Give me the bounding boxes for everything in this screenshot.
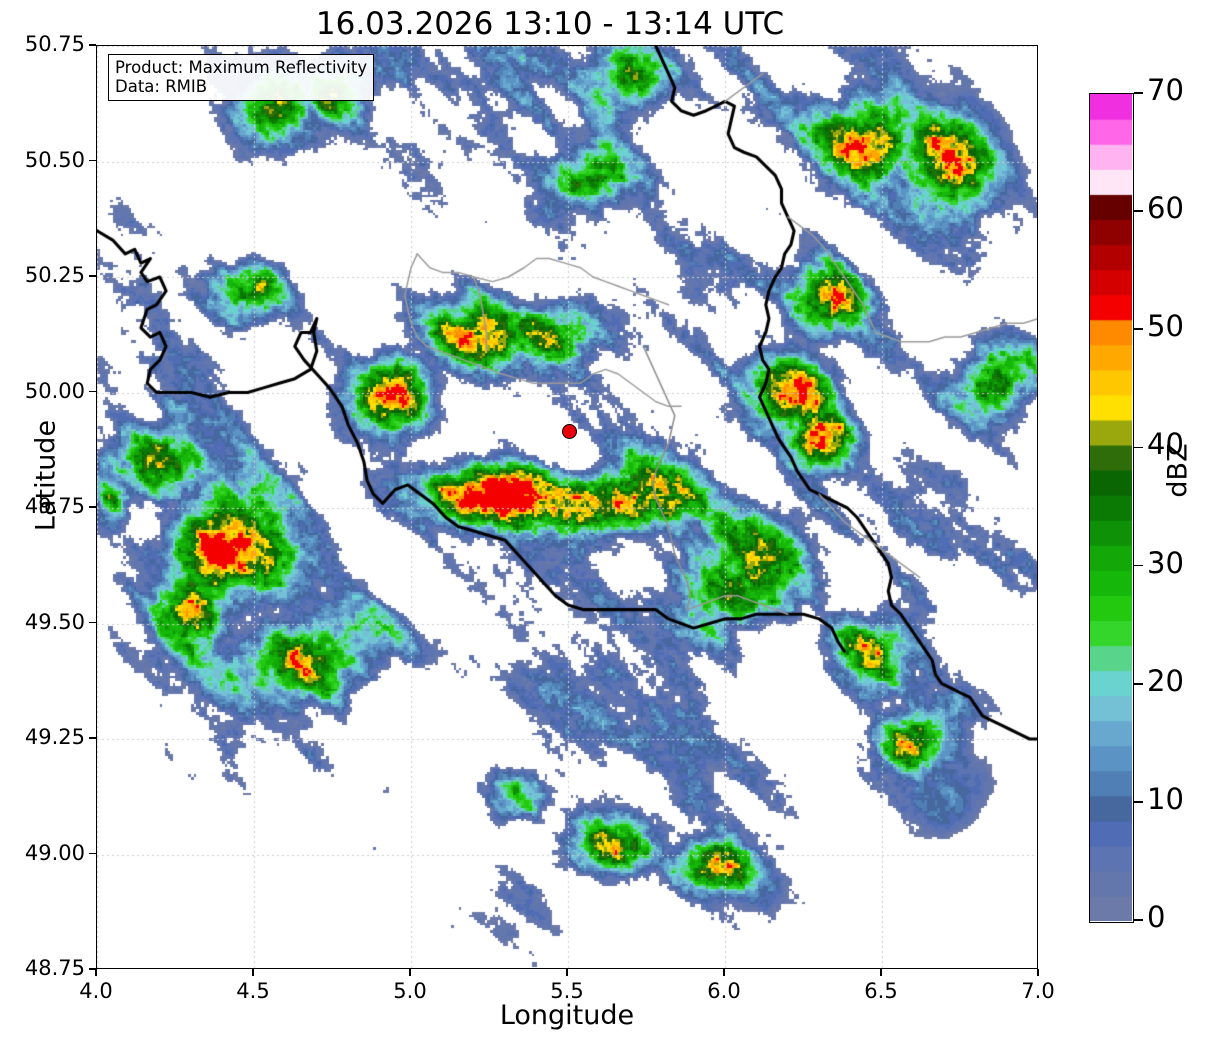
y-tick-label: 49.50 [24, 609, 85, 634]
colorbar-tick [1134, 800, 1143, 803]
colorbar-tick [1134, 682, 1143, 685]
colorbar-tick-label: 70 [1147, 73, 1184, 107]
colorbar-tick-label: 30 [1147, 545, 1184, 580]
colorbar-tick [1134, 919, 1143, 921]
y-tick-label: 50.75 [24, 32, 85, 56]
colorbar-tick [1134, 92, 1143, 94]
x-tick-label: 5.0 [393, 979, 427, 1003]
x-tick-label: 5.5 [550, 979, 584, 1003]
x-tick-label: 6.0 [707, 979, 741, 1003]
y-tick-label: 48.75 [24, 956, 85, 980]
colorbar[interactable] [1089, 93, 1134, 923]
map-plot-area[interactable]: Product: Maximum Reflectivity Data: RMIB [96, 45, 1038, 969]
y-tick [89, 621, 96, 624]
data-source-line: Data: RMIB [115, 77, 208, 96]
product-line: Product: Maximum Reflectivity [115, 58, 368, 77]
y-tick [89, 968, 96, 970]
x-axis-label: Longitude [499, 1000, 635, 1031]
x-tick [566, 969, 568, 976]
colorbar-gradient [1090, 94, 1132, 921]
colorbar-tick-label: 50 [1147, 309, 1184, 344]
colorbar-tick [1134, 328, 1143, 331]
x-tick-label: 6.5 [864, 979, 898, 1003]
colorbar-tick-label: 0 [1147, 900, 1166, 934]
y-tick-label: 49.00 [24, 840, 85, 865]
x-tick-label: 7.0 [1021, 979, 1055, 1003]
page-title: 16.03.2026 13:10 - 13:14 UTC [315, 6, 785, 42]
colorbar-tick [1134, 210, 1143, 213]
colorbar-tick-label: 20 [1147, 663, 1184, 698]
x-tick [880, 969, 882, 976]
y-tick [89, 159, 96, 162]
product-info-box: Product: Maximum Reflectivity Data: RMIB [108, 54, 375, 101]
x-tick [409, 969, 411, 976]
y-tick [89, 390, 96, 393]
colorbar-tick [1134, 564, 1143, 567]
y-tick [89, 737, 96, 739]
y-tick [89, 506, 96, 508]
map-borders-layer [97, 46, 1037, 968]
colorbar-tick [1134, 446, 1143, 449]
x-tick [1037, 969, 1039, 976]
y-tick-label: 50.00 [24, 378, 85, 403]
y-tick [89, 44, 96, 46]
x-tick-label: 4.5 [236, 979, 270, 1003]
y-tick-label: 49.25 [24, 725, 85, 749]
y-tick-label: 50.50 [24, 147, 85, 172]
y-tick-label: 49.75 [24, 494, 85, 518]
x-tick [95, 969, 97, 976]
x-tick [723, 969, 725, 976]
y-tick [89, 852, 96, 855]
y-tick-label: 50.25 [24, 263, 85, 287]
colorbar-tick-label: 40 [1147, 427, 1184, 462]
x-tick [252, 969, 254, 976]
x-tick-label: 4.0 [79, 979, 113, 1003]
colorbar-label: dBZ [1162, 443, 1194, 498]
radar-site-marker[interactable] [562, 424, 578, 440]
colorbar-tick-label: 60 [1147, 191, 1184, 226]
y-tick [89, 275, 96, 277]
colorbar-tick-label: 10 [1147, 781, 1184, 816]
